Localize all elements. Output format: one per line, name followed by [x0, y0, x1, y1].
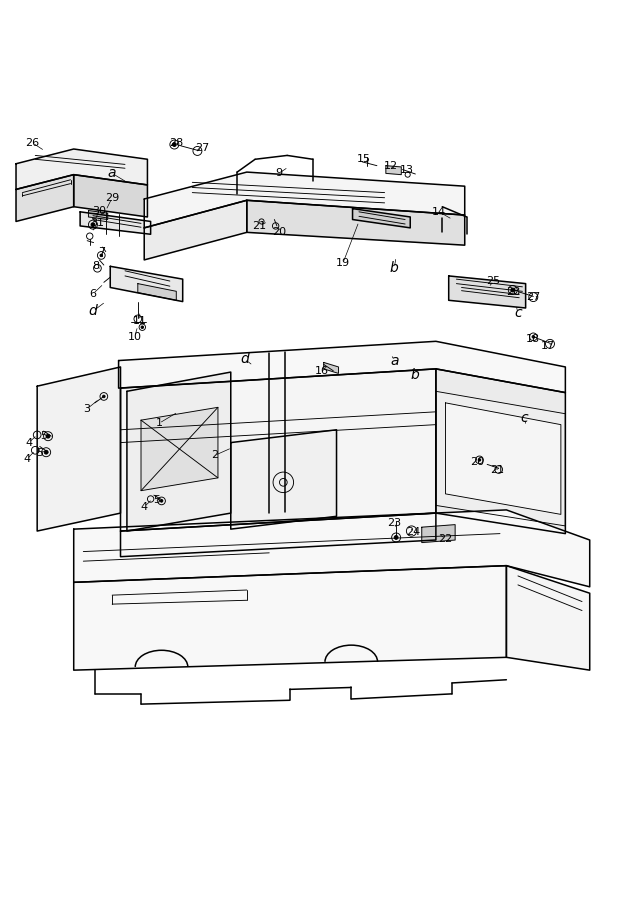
- Text: 24: 24: [406, 527, 420, 537]
- Text: 7: 7: [97, 247, 105, 257]
- Circle shape: [91, 223, 95, 226]
- Text: 10: 10: [128, 332, 142, 342]
- Text: 28: 28: [169, 137, 183, 147]
- Text: 27: 27: [526, 292, 540, 302]
- Circle shape: [44, 450, 48, 454]
- Polygon shape: [110, 267, 183, 302]
- Text: 21: 21: [490, 464, 504, 474]
- Text: 5: 5: [37, 448, 43, 458]
- Text: 13: 13: [400, 165, 414, 175]
- Text: b: b: [411, 368, 420, 383]
- Text: 21: 21: [253, 221, 267, 231]
- Circle shape: [532, 336, 535, 339]
- Text: 26: 26: [25, 137, 39, 147]
- Text: 23: 23: [387, 518, 401, 528]
- Polygon shape: [324, 363, 338, 374]
- Text: 6: 6: [90, 289, 96, 299]
- Circle shape: [100, 254, 103, 257]
- Text: 19: 19: [336, 258, 350, 269]
- Text: 8: 8: [92, 260, 100, 270]
- Text: 4: 4: [23, 454, 31, 464]
- Text: 29: 29: [105, 193, 119, 203]
- Polygon shape: [37, 367, 121, 531]
- Circle shape: [141, 326, 144, 329]
- Text: 2: 2: [211, 451, 219, 461]
- Text: d: d: [240, 352, 249, 366]
- Polygon shape: [16, 174, 74, 222]
- Text: 3: 3: [83, 404, 90, 414]
- Text: b: b: [390, 261, 399, 276]
- Polygon shape: [449, 276, 526, 308]
- Text: 5: 5: [154, 496, 160, 506]
- Polygon shape: [121, 369, 436, 531]
- Polygon shape: [353, 208, 410, 228]
- Text: 27: 27: [195, 143, 209, 153]
- Text: d: d: [88, 304, 97, 318]
- Polygon shape: [144, 200, 247, 260]
- Polygon shape: [127, 372, 231, 531]
- Text: 14: 14: [432, 207, 446, 216]
- Text: 17: 17: [541, 341, 555, 351]
- Text: 22: 22: [438, 533, 453, 544]
- Polygon shape: [138, 284, 176, 300]
- Text: c: c: [520, 411, 528, 426]
- Circle shape: [172, 143, 176, 146]
- Polygon shape: [506, 566, 590, 670]
- Text: c: c: [514, 306, 522, 320]
- Polygon shape: [74, 174, 147, 217]
- Polygon shape: [121, 513, 436, 557]
- Circle shape: [511, 288, 515, 292]
- Text: 5: 5: [40, 431, 47, 441]
- Polygon shape: [422, 524, 455, 542]
- Text: 20: 20: [470, 457, 485, 467]
- Polygon shape: [16, 149, 147, 189]
- Text: 18: 18: [526, 334, 540, 344]
- Polygon shape: [141, 408, 218, 490]
- Text: 30: 30: [92, 206, 106, 216]
- Polygon shape: [88, 210, 108, 219]
- Text: a: a: [390, 354, 399, 367]
- Text: 28: 28: [506, 287, 520, 297]
- Circle shape: [394, 535, 398, 540]
- Text: 15: 15: [357, 154, 371, 164]
- Polygon shape: [74, 510, 590, 586]
- Polygon shape: [144, 172, 465, 228]
- Polygon shape: [436, 369, 565, 533]
- Text: 11: 11: [133, 316, 147, 326]
- Text: 20: 20: [272, 227, 286, 237]
- Text: 25: 25: [487, 276, 501, 286]
- Text: 31: 31: [90, 218, 104, 228]
- Circle shape: [478, 459, 481, 462]
- Polygon shape: [231, 430, 337, 529]
- Text: 4: 4: [25, 437, 33, 447]
- Polygon shape: [386, 165, 401, 174]
- Polygon shape: [119, 341, 565, 392]
- Text: 12: 12: [384, 161, 398, 171]
- Text: 9: 9: [275, 168, 283, 179]
- Polygon shape: [80, 212, 151, 234]
- Text: 16: 16: [315, 365, 329, 375]
- Circle shape: [103, 395, 105, 398]
- Circle shape: [46, 435, 50, 438]
- Polygon shape: [445, 403, 561, 515]
- Polygon shape: [436, 392, 565, 526]
- Polygon shape: [247, 200, 465, 245]
- Text: 1: 1: [156, 418, 162, 428]
- Text: 4: 4: [140, 502, 148, 512]
- Text: a: a: [108, 166, 117, 180]
- Polygon shape: [74, 566, 506, 670]
- Circle shape: [160, 499, 163, 502]
